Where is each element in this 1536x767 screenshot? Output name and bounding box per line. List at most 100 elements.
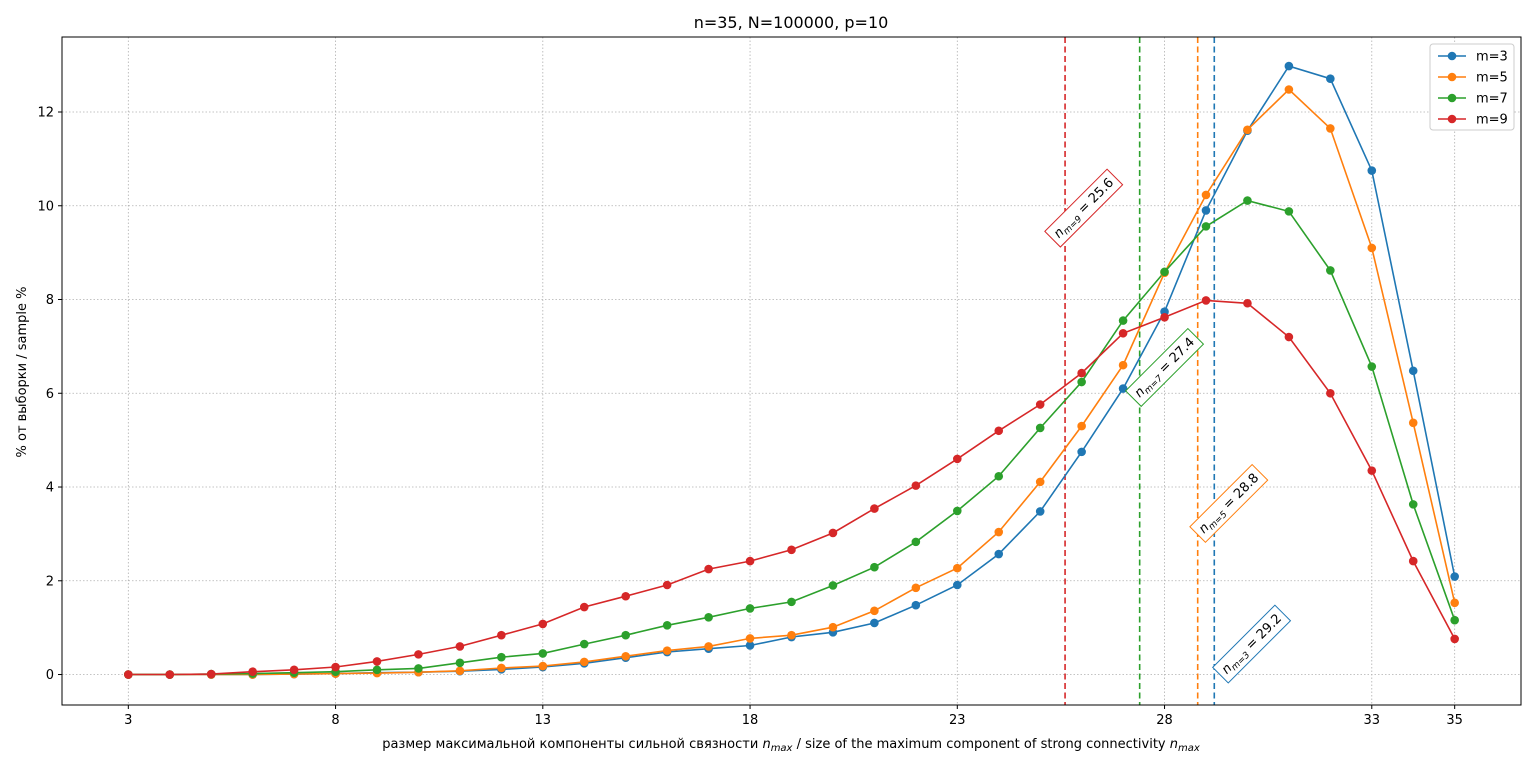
data-point-m=9	[538, 619, 548, 629]
data-point-m=7	[538, 649, 548, 658]
x-axis-label-symbol-1: n	[762, 737, 770, 752]
legend-label: m=3	[1476, 50, 1508, 65]
x-axis-label-subscript-2: max	[1178, 743, 1200, 754]
data-point-m=3	[911, 600, 921, 610]
data-point-m=5	[1284, 85, 1294, 94]
data-point-m=5	[497, 663, 506, 673]
data-point-m=5	[1118, 360, 1128, 370]
data-point-m=5	[704, 642, 713, 651]
data-point-m=9	[1367, 466, 1377, 475]
annotation-label: nm=3 = 29.2	[1219, 611, 1286, 678]
data-point-m=9	[994, 426, 1004, 436]
data-point-m=9	[1243, 298, 1252, 308]
data-point-m=5	[1243, 125, 1252, 135]
data-point-m=7	[1284, 207, 1294, 216]
annotation-box	[1044, 168, 1124, 248]
data-point-m=9	[662, 580, 672, 590]
data-point-m=3	[1201, 206, 1211, 215]
data-point-m=9	[248, 667, 257, 677]
data-point-m=7	[497, 652, 506, 662]
legend-marker-m=5	[1447, 72, 1457, 82]
data-point-m=5	[1450, 598, 1459, 608]
x-axis-label-prefix: размер максимальной компоненты сильной с…	[382, 737, 762, 752]
x-axis-label-subscript-1: max	[771, 743, 793, 754]
data-point-m=5	[787, 630, 796, 640]
data-point-m=9	[1160, 313, 1169, 322]
data-point-m=9	[1201, 296, 1211, 305]
data-point-m=9	[579, 602, 589, 612]
legend-marker-m=9	[1447, 114, 1457, 124]
data-point-m=7	[828, 581, 838, 590]
data-point-m=3	[994, 549, 1004, 559]
plot-area-frame	[61, 36, 1522, 706]
x-axis-ticks: 3 8 13 18 23 28 33 35	[124, 705, 1463, 728]
data-point-m=5	[1035, 477, 1045, 487]
data-point-m=7	[1367, 362, 1377, 371]
series-lines	[128, 65, 1456, 676]
x-tick-label: 8	[331, 713, 339, 728]
data-point-m=7	[994, 471, 1004, 481]
data-point-m=5	[1077, 421, 1086, 431]
y-tick-label: 12	[37, 106, 54, 121]
data-point-m=9	[870, 504, 879, 513]
y-tick-label: 8	[46, 293, 54, 308]
data-point-m=7	[911, 537, 921, 547]
data-point-m=3	[1408, 366, 1418, 376]
data-point-m=5	[745, 634, 755, 643]
data-point-m=9	[828, 528, 838, 538]
data-point-m=7	[1077, 377, 1086, 387]
data-point-m=3	[1326, 74, 1335, 84]
data-point-m=9	[745, 556, 755, 566]
data-point-m=7	[952, 506, 962, 516]
data-point-m=7	[1035, 423, 1045, 433]
series-line-m=3	[128, 65, 1456, 676]
data-point-m=5	[621, 651, 631, 661]
data-point-m=7	[704, 613, 713, 622]
data-point-m=7	[372, 665, 382, 675]
data-point-m=7	[1160, 267, 1169, 277]
mean-annotation: nm=3 = 29.2	[1211, 604, 1292, 684]
y-axis-label: % от выборки / sample %	[15, 287, 30, 458]
series-line-m=5	[128, 88, 1456, 676]
data-point-m=7	[1326, 266, 1335, 275]
y-axis-ticks: 0 2 4 6 8 10 12	[37, 106, 62, 683]
x-axis-label-symbol-2: n	[1170, 737, 1178, 752]
data-point-m=9	[124, 670, 133, 679]
data-point-m=3	[1077, 447, 1086, 457]
x-tick-label: 18	[742, 713, 759, 728]
y-tick-label: 10	[37, 199, 54, 214]
x-tick-label: 23	[949, 713, 966, 728]
x-tick-label: 13	[535, 713, 552, 728]
data-point-m=9	[497, 630, 506, 640]
legend-marker-m=7	[1447, 93, 1457, 103]
data-point-m=9	[206, 669, 216, 679]
annotation-label: nm=5 = 28.8	[1196, 471, 1263, 538]
series-points	[124, 61, 1459, 679]
data-point-m=5	[994, 527, 1004, 537]
data-point-m=5	[1326, 124, 1335, 133]
data-point-m=7	[1450, 615, 1459, 625]
mean-annotation: nm=9 = 25.6	[1044, 168, 1124, 248]
data-point-m=5	[538, 661, 548, 671]
y-tick-label: 6	[46, 387, 54, 402]
data-point-m=9	[165, 670, 175, 679]
data-point-m=5	[662, 646, 672, 655]
data-point-m=7	[1243, 196, 1252, 205]
data-point-m=9	[1408, 556, 1418, 566]
data-point-m=9	[952, 454, 962, 464]
data-point-m=3	[1284, 61, 1294, 71]
data-point-m=9	[704, 564, 713, 574]
data-point-m=7	[455, 658, 465, 668]
x-tick-label: 3	[124, 713, 132, 728]
data-point-m=5	[911, 583, 921, 593]
data-point-m=3	[1450, 572, 1459, 581]
data-point-m=5	[579, 657, 589, 667]
data-point-m=5	[952, 563, 962, 573]
data-point-m=7	[1118, 316, 1128, 325]
data-point-m=7	[787, 597, 796, 607]
data-point-m=3	[870, 618, 879, 628]
data-point-m=9	[1326, 388, 1335, 398]
mean-vertical-lines	[1064, 37, 1216, 705]
y-tick-label: 4	[46, 481, 54, 496]
y-tick-label: 2	[46, 574, 54, 589]
